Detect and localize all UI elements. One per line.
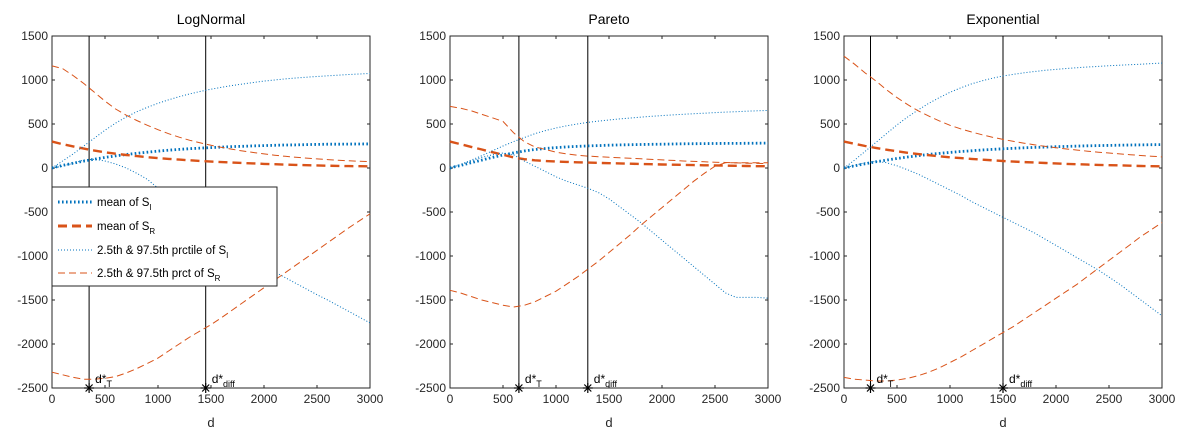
- series-line: [449, 162, 768, 308]
- y-tick-label: -500: [816, 205, 840, 219]
- x-tick-label: 2000: [649, 392, 676, 406]
- star-marker: [200, 383, 211, 393]
- legend-box: [51, 186, 278, 287]
- y-tick-label: -1000: [17, 249, 48, 263]
- y-tick-label: -2000: [17, 337, 48, 351]
- y-tick-label: 1500: [813, 29, 840, 43]
- legend-entry: mean of SR: [58, 221, 155, 236]
- x-tick-label: 1500: [990, 392, 1017, 406]
- x-tick-label: 0: [49, 392, 56, 406]
- series-line: [843, 222, 1163, 382]
- x-tick-label: 500: [95, 392, 115, 406]
- chart-title: LogNormal: [177, 11, 245, 27]
- star-marker: [513, 383, 524, 393]
- series-line: [51, 142, 371, 170]
- y-tick-label: -2500: [17, 381, 48, 395]
- x-tick-label: 0: [447, 392, 454, 406]
- y-tick-label: 0: [439, 161, 446, 175]
- y-tick-label: -500: [422, 205, 446, 219]
- x-tick-label: 3000: [1149, 392, 1176, 406]
- series-line: [51, 140, 371, 168]
- chart-title: Exponential: [966, 11, 1039, 27]
- marker-annotation: d*T: [95, 372, 112, 389]
- y-tick-label: 1500: [419, 29, 446, 43]
- x-axis-label: d: [999, 415, 1006, 430]
- y-tick-label: -1500: [415, 293, 446, 307]
- x-tick-label: 1000: [937, 392, 964, 406]
- x-tick-label: 0: [841, 392, 848, 406]
- y-tick-label: -2000: [415, 337, 446, 351]
- x-axis-label: d: [605, 415, 612, 430]
- y-tick-label: -1500: [809, 293, 840, 307]
- star-marker: [865, 383, 876, 393]
- series-line: [843, 55, 1163, 158]
- series-line: [449, 141, 769, 170]
- legend-entry: mean of SI: [58, 197, 152, 212]
- marker-annotation: d*diff: [594, 372, 618, 389]
- y-tick-label: 1500: [21, 29, 48, 43]
- star-marker: [582, 383, 593, 393]
- marker-annotation: d*T: [877, 372, 894, 389]
- y-tick-label: -1500: [17, 293, 48, 307]
- star-marker: [84, 383, 95, 393]
- x-tick-label: 2000: [1043, 392, 1070, 406]
- y-tick-label: -2500: [809, 381, 840, 395]
- star-marker: [998, 383, 1008, 393]
- y-tick-label: 500: [28, 117, 48, 131]
- x-tick-label: 1500: [596, 392, 623, 406]
- y-tick-label: -2500: [415, 381, 446, 395]
- legend: mean of SI mean of SR 2.5th & 97.5th prc…: [51, 186, 278, 287]
- plot-area: [449, 35, 769, 393]
- series-line: [843, 160, 1163, 317]
- y-tick-label: 500: [820, 117, 840, 131]
- series-line: [51, 158, 371, 324]
- series-line: [449, 140, 768, 168]
- y-tick-label: -1000: [415, 249, 446, 263]
- x-tick-label: 1000: [543, 392, 570, 406]
- legend-entry: 2.5th & 97.5th prct of SR: [58, 268, 221, 283]
- chart-title: Pareto: [588, 11, 629, 27]
- series-line: [51, 213, 371, 380]
- legend-label: 2.5th & 97.5th prct of SR: [97, 268, 221, 283]
- x-tick-label: 2500: [304, 392, 331, 406]
- y-tick-label: -2000: [809, 337, 840, 351]
- plot-area: [843, 35, 1163, 393]
- y-tick-label: 0: [833, 161, 840, 175]
- marker-annotation: d*T: [525, 372, 542, 389]
- legend-label: 2.5th & 97.5th prctile of SI: [97, 245, 228, 260]
- x-tick-label: 2000: [251, 392, 278, 406]
- marker-annotation: d*diff: [212, 372, 236, 389]
- series-line: [843, 140, 1163, 168]
- panel-pareto: Pareto d 0 500 1000 1500 2000 2500 3000 -2500 -2…: [415, 11, 781, 430]
- y-tick-label: 0: [41, 161, 48, 175]
- x-tick-label: 3000: [755, 392, 782, 406]
- x-tick-label: 500: [887, 392, 907, 406]
- series-line: [449, 152, 769, 299]
- x-tick-label: 1000: [145, 392, 172, 406]
- y-tick-label: 1000: [21, 73, 48, 87]
- x-axis-label: d: [207, 415, 214, 430]
- series-line: [449, 109, 769, 169]
- series-line: [843, 62, 1163, 169]
- panel-exponential: Exponential d 0 500 1000 1500 2000 2500 3000 -2…: [809, 11, 1175, 430]
- series-line: [51, 65, 371, 163]
- x-tick-label: 500: [493, 392, 513, 406]
- y-tick-label: -1000: [809, 249, 840, 263]
- axes-box: [449, 35, 769, 389]
- x-tick-label: 1500: [198, 392, 225, 406]
- x-tick-label: 2500: [1096, 392, 1123, 406]
- y-tick-label: 1000: [419, 73, 446, 87]
- y-tick-label: -500: [24, 205, 48, 219]
- legend-entry: 2.5th & 97.5th prctile of SI: [58, 245, 228, 260]
- legend-label: mean of SR: [97, 221, 155, 236]
- y-tick-label: 1000: [813, 73, 840, 87]
- series-line: [449, 105, 769, 165]
- legend-label: mean of SI: [97, 197, 152, 212]
- series-line: [843, 143, 1163, 170]
- x-tick-label: 2500: [702, 392, 729, 406]
- marker-annotation: d*diff: [1009, 372, 1033, 389]
- x-tick-label: 3000: [357, 392, 384, 406]
- y-tick-label: 500: [426, 117, 446, 131]
